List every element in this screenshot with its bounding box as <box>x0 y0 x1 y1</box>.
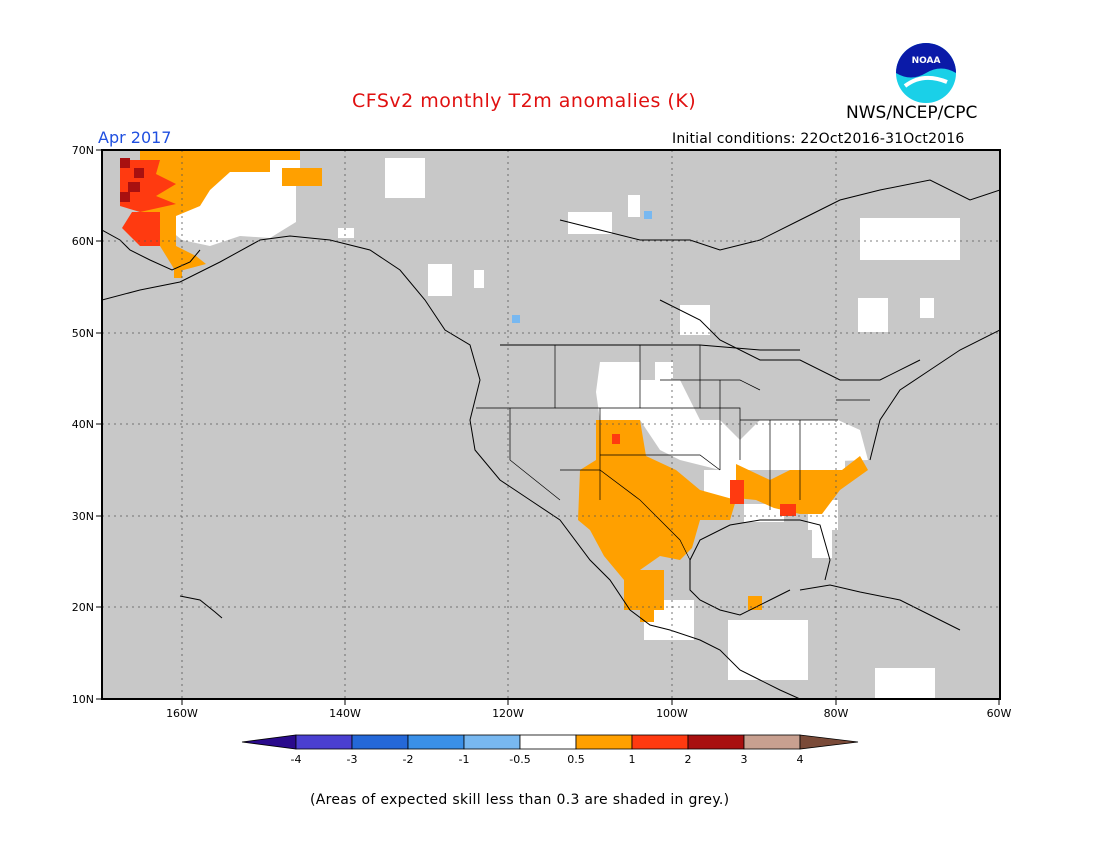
cool-anomaly-spots <box>512 211 652 323</box>
legend-swatch <box>519 734 577 750</box>
legend-tick-label: -2 <box>403 753 414 766</box>
legend-high-arrow <box>799 734 859 750</box>
legend-tick-label: 0.5 <box>567 753 585 766</box>
legend-swatch <box>463 734 521 750</box>
lat-label: 30N <box>72 510 94 523</box>
lat-label: 50N <box>72 327 94 340</box>
lon-label: 100W <box>656 707 688 720</box>
lon-label: 80W <box>824 707 849 720</box>
initial-conditions: Initial conditions: 22Oct2016-31Oct2016 <box>672 131 965 147</box>
lat-label: 10N <box>72 693 94 706</box>
gridlines <box>102 150 1000 699</box>
legend-swatch <box>631 734 689 750</box>
lat-label: 70N <box>72 144 94 157</box>
agency-label: NWS/NCEP/CPC <box>846 103 978 123</box>
warm-anomaly-areas <box>140 150 868 622</box>
lon-label: 160W <box>166 707 198 720</box>
map-title: CFSv2 monthly T2m anomalies (K) <box>352 90 697 112</box>
map-background <box>102 150 1000 699</box>
legend-tick-label: -0.5 <box>509 753 530 766</box>
noaa-logo: NOAA <box>896 43 956 103</box>
legend-low-arrow <box>241 734 297 750</box>
latitude-axis <box>96 149 102 700</box>
legend-swatch <box>407 734 465 750</box>
lon-label: 140W <box>329 707 361 720</box>
lat-label: 40N <box>72 418 94 431</box>
legend-swatch <box>687 734 745 750</box>
legend-tick-label: 4 <box>797 753 804 766</box>
legend-tick-label: 1 <box>629 753 636 766</box>
political-borders <box>476 345 870 561</box>
legend-swatch <box>295 734 353 750</box>
very-warm-areas <box>120 158 144 202</box>
coastlines <box>102 179 1000 699</box>
legend-tick-label: 2 <box>685 753 692 766</box>
longitude-axis <box>181 699 1000 705</box>
legend-swatch <box>351 734 409 750</box>
lon-label: 60W <box>987 707 1012 720</box>
legend-tick-label: 3 <box>741 753 748 766</box>
forecast-month: Apr 2017 <box>98 128 172 147</box>
skill-footnote: (Areas of expected skill less than 0.3 a… <box>310 792 730 808</box>
legend-swatch <box>743 734 801 750</box>
lat-label: 60N <box>72 235 94 248</box>
legend-tick-label: -4 <box>291 753 302 766</box>
legend-swatch <box>575 734 633 750</box>
legend-tick-label: -3 <box>347 753 358 766</box>
legend-tick-label: -1 <box>459 753 470 766</box>
lon-label: 120W <box>492 707 524 720</box>
lat-label: 20N <box>72 601 94 614</box>
logo-text: NOAA <box>912 56 941 66</box>
color-legend <box>241 734 859 750</box>
